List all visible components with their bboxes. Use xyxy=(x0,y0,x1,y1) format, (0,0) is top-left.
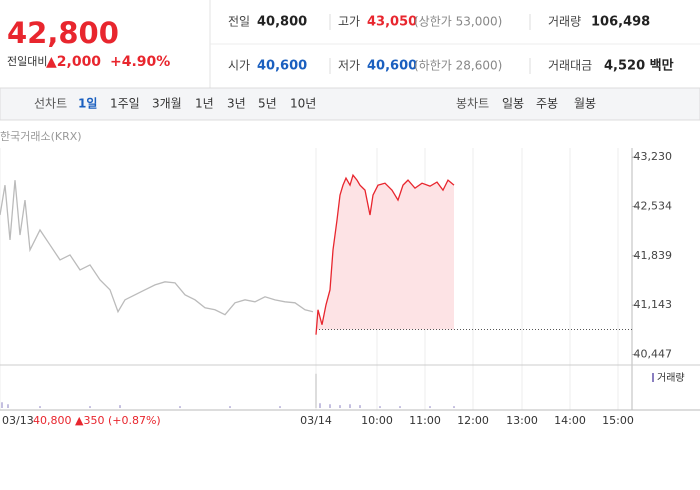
tab-bar xyxy=(0,87,700,121)
label: 거래대금 xyxy=(548,59,592,73)
price-line xyxy=(315,173,455,335)
value: 40,600 xyxy=(257,59,307,74)
label: 고가 xyxy=(338,15,360,29)
tab[interactable]: 주봉 xyxy=(536,97,558,111)
x-tick-label: 13:00 xyxy=(506,414,538,427)
note: (하한가 28,600) xyxy=(414,59,502,73)
y-tick-label: 42,534 xyxy=(634,200,673,213)
tab[interactable]: 월봉 xyxy=(574,97,596,111)
legend-swatch xyxy=(652,373,654,382)
note: (상한가 53,000) xyxy=(414,15,502,29)
change: ▲2,000 xyxy=(46,54,101,70)
y-tick-label: 40,447 xyxy=(634,348,673,361)
value: 106,498 xyxy=(591,15,650,30)
x-tick-label: 03/13 xyxy=(2,414,34,427)
tab[interactable]: 일봉 xyxy=(502,97,524,111)
plot: 03/13 03/14 10:00 11:00 12:00 13:00 14:00 15:00… xyxy=(0,148,700,427)
price-line xyxy=(0,180,314,316)
value: 40,600 xyxy=(367,59,417,74)
tab[interactable]: 3년 xyxy=(227,97,246,111)
tab[interactable]: 1일 xyxy=(78,97,97,111)
label: 거래량 xyxy=(548,15,581,29)
tab-label: 봉차트 xyxy=(456,97,489,111)
tab[interactable]: 10년 xyxy=(290,97,316,111)
y-tick-label: 43,230 xyxy=(634,150,673,163)
tab-group: 1일 1주일 3개월 1년 3년 5년 10년 일봉 주봉 월봉 xyxy=(78,97,596,111)
tab[interactable]: 5년 xyxy=(258,97,277,111)
x-tick-label: 03/14 xyxy=(300,414,332,427)
prev-summary: 40,800 ▲350 (+0.87%) xyxy=(33,414,161,427)
change-pct: +4.90% xyxy=(110,54,170,70)
x-tick-label: 10:00 xyxy=(361,414,393,427)
source: 한국거래소(KRX) xyxy=(0,130,82,143)
label: 전일 xyxy=(228,15,250,29)
value: 43,050 xyxy=(367,15,417,30)
y-tick-label: 41,839 xyxy=(634,249,673,262)
area xyxy=(316,175,454,335)
label: 시가 xyxy=(228,59,250,73)
change-label: 전일대비 xyxy=(7,54,47,68)
value: 40,800 xyxy=(257,15,307,30)
x-tick-label: 12:00 xyxy=(457,414,489,427)
tab[interactable]: 3개월 xyxy=(152,97,182,111)
value: 4,520 백만 xyxy=(604,58,674,74)
tab[interactable]: 1주일 xyxy=(110,97,140,111)
x-tick-label: 15:00 xyxy=(602,414,634,427)
x-tick-label: 14:00 xyxy=(554,414,586,427)
legend-label: 거래량 xyxy=(657,372,685,384)
tab-label: 선차트 xyxy=(34,97,67,111)
label: 저가 xyxy=(338,59,360,73)
price: 42,800 xyxy=(7,16,119,50)
tab[interactable]: 1년 xyxy=(195,97,214,111)
x-tick-label: 11:00 xyxy=(409,414,441,427)
y-tick-label: 41,143 xyxy=(634,298,673,311)
